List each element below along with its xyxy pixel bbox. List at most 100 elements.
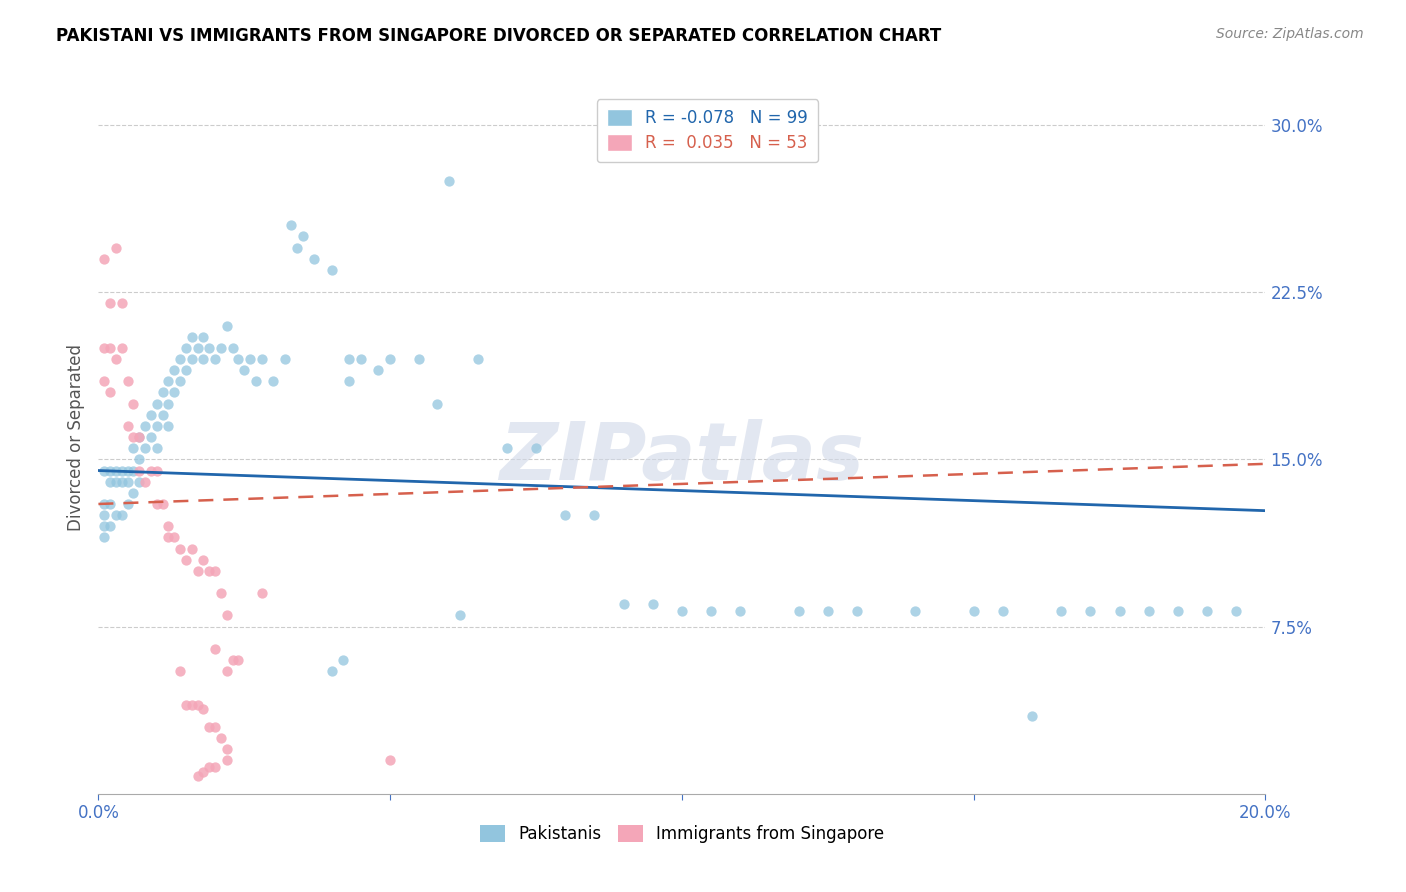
Point: [187, 564, 209, 578]
Point: [93, 508, 115, 523]
Point: [787, 604, 810, 618]
Point: [117, 464, 139, 478]
Point: [139, 430, 162, 444]
Point: [204, 564, 226, 578]
Point: [426, 396, 449, 410]
Point: [730, 604, 752, 618]
Point: [250, 351, 273, 366]
Point: [496, 442, 519, 455]
Point: [152, 408, 174, 422]
Point: [209, 586, 232, 600]
Point: [280, 219, 302, 233]
Point: [122, 396, 145, 410]
Point: [104, 508, 127, 523]
Point: [337, 351, 360, 366]
Point: [187, 341, 209, 355]
Point: [215, 608, 238, 623]
Text: PAKISTANI VS IMMIGRANTS FROM SINGAPORE DIVORCED OR SEPARATED CORRELATION CHART: PAKISTANI VS IMMIGRANTS FROM SINGAPORE D…: [56, 27, 942, 45]
Point: [98, 464, 121, 478]
Point: [209, 341, 232, 355]
Point: [467, 351, 489, 366]
Point: [380, 351, 402, 366]
Point: [846, 604, 869, 618]
Point: [169, 541, 191, 556]
Point: [245, 375, 267, 389]
Point: [104, 464, 127, 478]
Point: [612, 598, 634, 612]
Point: [554, 508, 576, 523]
Point: [146, 418, 169, 433]
Point: [524, 442, 547, 455]
Point: [180, 330, 202, 344]
Point: [122, 430, 145, 444]
Point: [367, 363, 389, 377]
Point: [1195, 604, 1218, 618]
Point: [337, 375, 360, 389]
Point: [380, 753, 402, 767]
Point: [146, 396, 169, 410]
Point: [163, 363, 186, 377]
Point: [1080, 604, 1102, 618]
Point: [169, 351, 191, 366]
Point: [671, 604, 693, 618]
Point: [93, 530, 115, 544]
Point: [274, 351, 297, 366]
Point: [1021, 708, 1043, 723]
Point: [128, 430, 150, 444]
Point: [250, 586, 273, 600]
Point: [449, 608, 471, 623]
Point: [111, 475, 134, 489]
Point: [962, 604, 984, 618]
Point: [221, 653, 243, 667]
Point: [152, 497, 174, 511]
Point: [139, 464, 162, 478]
Legend: Pakistanis, Immigrants from Singapore: Pakistanis, Immigrants from Singapore: [472, 818, 891, 850]
Point: [98, 519, 121, 533]
Point: [285, 240, 308, 255]
Point: [180, 351, 202, 366]
Point: [98, 475, 121, 489]
Point: [134, 418, 156, 433]
Point: [111, 341, 134, 355]
Point: [174, 341, 197, 355]
Point: [198, 720, 221, 734]
Point: [180, 541, 202, 556]
Point: [700, 604, 723, 618]
Point: [1050, 604, 1073, 618]
Point: [193, 702, 215, 716]
Point: [157, 519, 180, 533]
Point: [350, 351, 373, 366]
Point: [198, 341, 221, 355]
Point: [1108, 604, 1130, 618]
Point: [117, 475, 139, 489]
Point: [163, 385, 186, 400]
Point: [93, 252, 115, 266]
Point: [117, 375, 139, 389]
Point: [904, 604, 927, 618]
Point: [1225, 604, 1247, 618]
Point: [174, 552, 197, 567]
Point: [104, 351, 127, 366]
Point: [139, 408, 162, 422]
Point: [321, 263, 343, 277]
Point: [1137, 604, 1160, 618]
Point: [193, 764, 215, 779]
Point: [1167, 604, 1189, 618]
Point: [128, 475, 150, 489]
Point: [134, 442, 156, 455]
Point: [204, 642, 226, 657]
Point: [98, 385, 121, 400]
Point: [332, 653, 354, 667]
Point: [169, 664, 191, 679]
Point: [146, 464, 169, 478]
Point: [215, 753, 238, 767]
Point: [157, 418, 180, 433]
Point: [93, 464, 115, 478]
Point: [817, 604, 839, 618]
Point: [122, 464, 145, 478]
Point: [204, 760, 226, 774]
Point: [187, 769, 209, 783]
Point: [128, 452, 150, 467]
Point: [198, 760, 221, 774]
Point: [111, 508, 134, 523]
